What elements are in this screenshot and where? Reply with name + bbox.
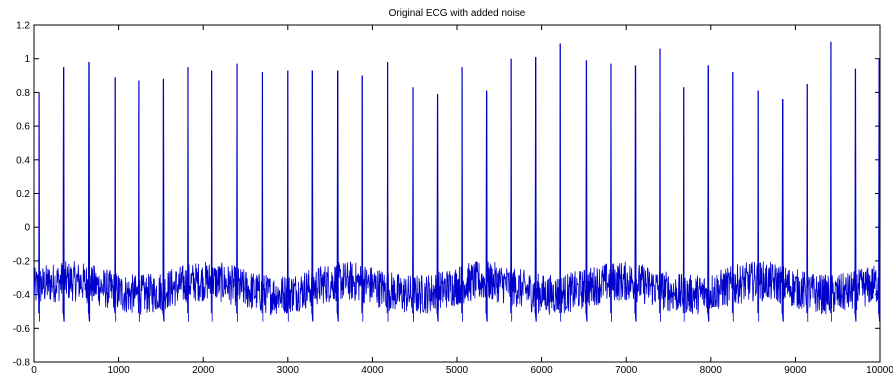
x-tick-label: 3000 bbox=[277, 365, 300, 376]
y-tick-label: 1 bbox=[24, 54, 30, 65]
x-tick-label: 6000 bbox=[530, 365, 553, 376]
y-tick-label: -0.2 bbox=[13, 256, 31, 267]
y-tick-label: -0.4 bbox=[13, 290, 31, 301]
chart-title: Original ECG with added noise bbox=[389, 8, 526, 19]
x-tick-label: 7000 bbox=[615, 365, 638, 376]
y-tick-label: 1.2 bbox=[16, 21, 30, 32]
y-tick-label: -0.6 bbox=[13, 324, 31, 335]
axis-ticks bbox=[33, 24, 881, 363]
y-tick-label: -0.8 bbox=[13, 358, 31, 369]
series-layer bbox=[33, 41, 881, 322]
x-tick-label: 9000 bbox=[784, 365, 807, 376]
y-tick-label: 0.2 bbox=[16, 189, 30, 200]
x-tick-label: 2000 bbox=[192, 365, 215, 376]
x-tick-label: 8000 bbox=[700, 365, 723, 376]
y-tick-label: 0 bbox=[24, 223, 30, 234]
x-tick-label: 1000 bbox=[107, 365, 130, 376]
y-tick-label: 0.4 bbox=[16, 155, 30, 166]
x-tick-label: 5000 bbox=[446, 365, 469, 376]
x-tick-label: 4000 bbox=[361, 365, 384, 376]
y-tick-label: 0.8 bbox=[16, 88, 30, 99]
ecg-series-line bbox=[33, 41, 881, 322]
x-tick-label: 0 bbox=[31, 365, 37, 376]
plot-frame bbox=[33, 24, 881, 363]
x-tick-label: 10000 bbox=[866, 365, 893, 376]
tick-labels: 0 1000 2000 3000 4000 5000 6000 7000 8000 9000 100… bbox=[13, 21, 893, 376]
y-tick-label: 0.6 bbox=[16, 122, 30, 133]
